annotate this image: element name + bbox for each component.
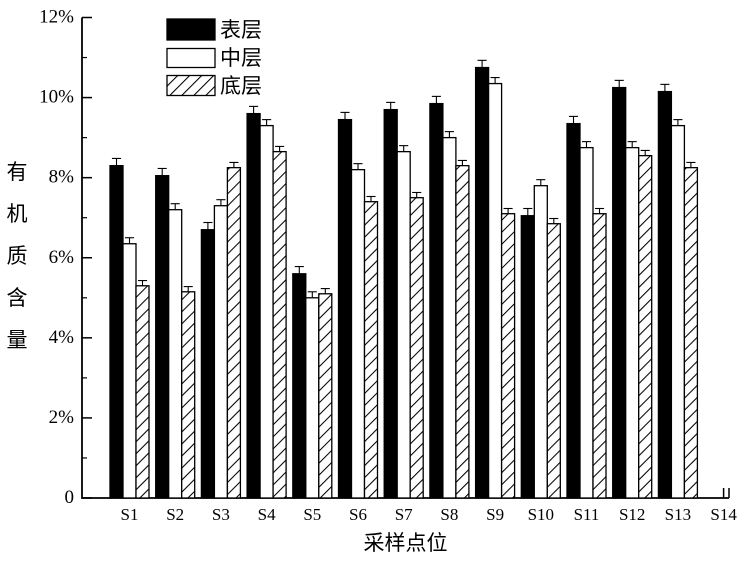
svg-text:S12: S12 — [619, 505, 645, 524]
svg-text:机: 机 — [7, 202, 28, 226]
svg-text:S10: S10 — [528, 505, 554, 524]
svg-text:8%: 8% — [49, 167, 75, 188]
svg-text:质: 质 — [7, 244, 28, 268]
svg-text:4%: 4% — [49, 327, 75, 348]
svg-text:S6: S6 — [349, 505, 367, 524]
svg-text:S3: S3 — [212, 505, 230, 524]
svg-text:有: 有 — [7, 160, 28, 184]
svg-text:2%: 2% — [49, 407, 75, 428]
svg-text:S5: S5 — [303, 505, 321, 524]
svg-text:6%: 6% — [49, 247, 75, 268]
svg-text:量: 量 — [7, 328, 28, 352]
svg-text:S7: S7 — [395, 505, 413, 524]
svg-text:S9: S9 — [486, 505, 504, 524]
svg-text:12%: 12% — [39, 7, 74, 28]
svg-text:采样点位: 采样点位 — [364, 531, 448, 555]
svg-text:S1: S1 — [121, 505, 139, 524]
svg-text:S11: S11 — [574, 505, 600, 524]
svg-text:含: 含 — [7, 286, 28, 310]
svg-text:S2: S2 — [166, 505, 184, 524]
svg-text:表层: 表层 — [220, 18, 262, 42]
svg-text:S13: S13 — [665, 505, 691, 524]
svg-text:10%: 10% — [39, 87, 74, 108]
svg-text:底层: 底层 — [220, 74, 262, 98]
svg-text:S4: S4 — [258, 505, 276, 524]
svg-text:中层: 中层 — [220, 46, 262, 70]
svg-text:S14: S14 — [710, 505, 737, 524]
svg-text:S8: S8 — [440, 505, 458, 524]
svg-text:0: 0 — [65, 487, 75, 508]
